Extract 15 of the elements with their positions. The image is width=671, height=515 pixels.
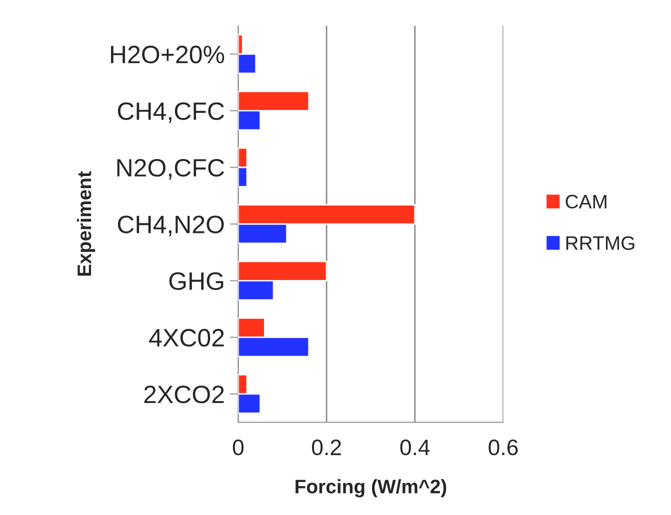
y-tick-label: N2O,CFC [117, 158, 224, 180]
y-tick-label: CH4,N2O [118, 216, 224, 236]
y-tick-label: CH4,CFC [118, 102, 224, 123]
legend-label: CAM [566, 194, 606, 209]
x-tick-label: 0.4 [400, 440, 430, 456]
y-axis-title: Experiment [76, 171, 96, 276]
legend-label: RRTMG [566, 236, 634, 250]
y-tick-label: H2O+20% [111, 46, 224, 64]
y-tick-label: GHG [169, 272, 224, 290]
x-tick-label: 0.6 [488, 440, 518, 456]
y-tick-label: 4XC02 [149, 328, 224, 347]
y-tick-label: 2XCO2 [144, 386, 224, 404]
x-axis-title: Forcing (W/m^2) [296, 479, 446, 498]
x-tick-label: 0 [232, 440, 244, 456]
x-tick-label: 0.2 [312, 440, 341, 456]
